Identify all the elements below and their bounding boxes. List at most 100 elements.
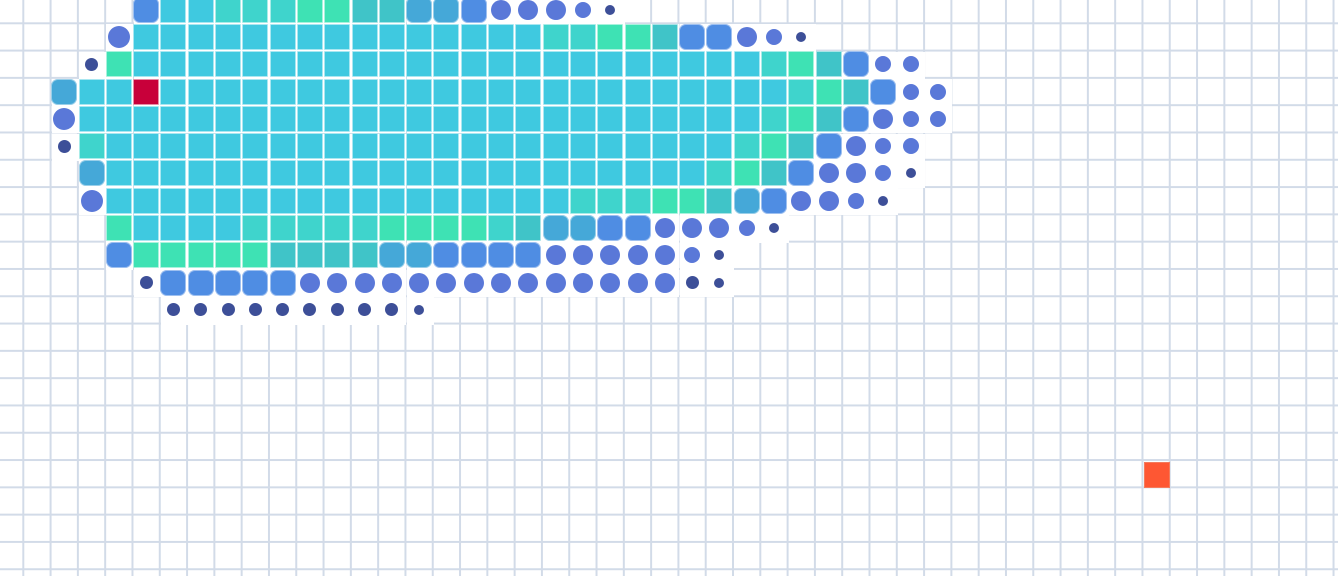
blob-cell[interactable] [738,220,755,237]
blob-cell[interactable] [105,105,132,132]
blob-cell[interactable] [187,187,214,214]
blob-cell[interactable] [215,160,242,187]
blob-cell[interactable] [160,215,187,242]
blob-cell[interactable] [791,190,812,211]
blob-cell[interactable] [324,160,351,187]
blob-cell[interactable] [651,105,678,132]
blob-cell[interactable] [515,215,542,242]
blob-cell[interactable] [105,78,132,105]
food-marker[interactable] [1144,461,1171,488]
blob-cell[interactable] [105,133,132,160]
blob-cell[interactable] [624,160,651,187]
blob-cell[interactable] [215,242,242,269]
blob-cell[interactable] [160,51,187,78]
blob-cell[interactable] [902,138,919,155]
blob-cell[interactable] [597,187,624,214]
blob-cell[interactable] [624,105,651,132]
blob-cell[interactable] [706,105,733,132]
blob-cell[interactable] [378,0,405,23]
blob-cell[interactable] [929,110,946,127]
blob-cell[interactable] [651,51,678,78]
blob-cell[interactable] [624,187,651,214]
blob-cell[interactable] [875,138,892,155]
blob-cell[interactable] [296,215,323,242]
blob-cell[interactable] [624,23,651,50]
blob-cell[interactable] [600,272,621,293]
blob-cell[interactable] [378,78,405,105]
blob-cell[interactable] [160,78,187,105]
blob-cell[interactable] [187,78,214,105]
blob-cell[interactable] [488,160,515,187]
blob-cell[interactable] [515,242,542,269]
blob-cell[interactable] [433,0,460,23]
blob-cell[interactable] [351,133,378,160]
blob-cell[interactable] [654,272,675,293]
blob-cell[interactable] [299,272,320,293]
blob-cell[interactable] [160,23,187,50]
blob-cell[interactable] [378,160,405,187]
blob-cell[interactable] [187,105,214,132]
blob-cell[interactable] [488,187,515,214]
blob-cell[interactable] [569,187,596,214]
blob-cell[interactable] [542,160,569,187]
blob-cell[interactable] [572,245,593,266]
blob-cell[interactable] [269,242,296,269]
blob-cell[interactable] [296,23,323,50]
blob-cell[interactable] [351,215,378,242]
blob-cell[interactable] [385,303,399,317]
blob-cell[interactable] [761,51,788,78]
blob-cell[interactable] [133,105,160,132]
blob-cell[interactable] [815,51,842,78]
blob-cell[interactable] [515,187,542,214]
blob-cell[interactable] [761,78,788,105]
blob-cell[interactable] [875,165,892,182]
blob-cell[interactable] [902,110,919,127]
blob-cell[interactable] [296,51,323,78]
blob-cell[interactable] [878,195,889,206]
blob-cell[interactable] [406,133,433,160]
blob-cell[interactable] [433,133,460,160]
blob-cell[interactable] [215,78,242,105]
blob-cell[interactable] [406,0,433,23]
blob-cell[interactable] [85,57,99,71]
blob-cell[interactable] [351,51,378,78]
blob-cell[interactable] [902,56,919,73]
blob-cell[interactable] [569,23,596,50]
blob-cell[interactable] [378,105,405,132]
blob-cell[interactable] [460,133,487,160]
blob-cell[interactable] [488,51,515,78]
blob-cell[interactable] [160,269,187,296]
blob-cell[interactable] [187,242,214,269]
blob-cell[interactable] [597,51,624,78]
blob-cell[interactable] [436,272,457,293]
blob-cell[interactable] [242,105,269,132]
blob-cell[interactable] [627,272,648,293]
blob-cell[interactable] [488,23,515,50]
blob-cell[interactable] [269,269,296,296]
blob-cell[interactable] [624,215,651,242]
blob-cell[interactable] [381,272,402,293]
blob-cell[interactable] [796,31,807,42]
blob-cell[interactable] [406,105,433,132]
blob-cell[interactable] [815,78,842,105]
blob-cell[interactable] [733,78,760,105]
blob-cell[interactable] [605,4,616,15]
blob-cell[interactable] [491,272,512,293]
blob-cell[interactable] [842,51,869,78]
blob-cell[interactable] [873,108,894,129]
blob-cell[interactable] [733,187,760,214]
blob-cell[interactable] [515,105,542,132]
blob-cell[interactable] [242,133,269,160]
blob-cell[interactable] [160,242,187,269]
blob-cell[interactable] [624,133,651,160]
blob-cell[interactable] [679,105,706,132]
blob-cell[interactable] [80,189,103,212]
blob-cell[interactable] [679,133,706,160]
blob-cell[interactable] [460,78,487,105]
blob-cell[interactable] [269,23,296,50]
blob-cell[interactable] [433,215,460,242]
blob-cell[interactable] [714,277,725,288]
blob-cell[interactable] [215,187,242,214]
blob-cell[interactable] [761,187,788,214]
blob-cell[interactable] [733,105,760,132]
